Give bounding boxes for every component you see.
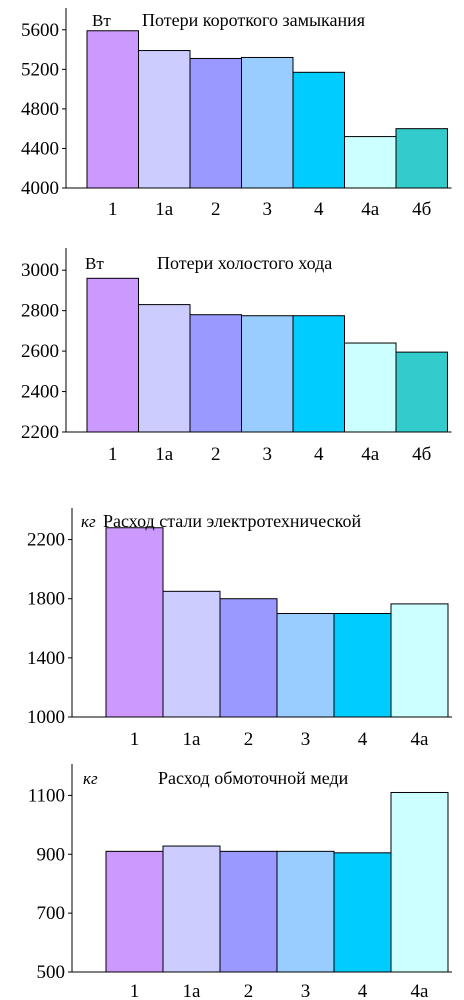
category-label: 1а xyxy=(155,444,174,465)
category-label: 1а xyxy=(155,199,174,220)
bar-3 xyxy=(241,315,294,433)
bar-3 xyxy=(276,613,335,718)
y-tick-label: 2800 xyxy=(21,301,59,322)
y-tick-label: 2400 xyxy=(21,382,59,403)
chart-no-load-losses: 2200 2400 2600 2800 3000 1 1а 2 3 4 4а 4б Вт Потери х… xyxy=(21,248,452,465)
category-label: 1а xyxy=(183,981,202,1000)
bar-3 xyxy=(241,56,294,189)
category-label: 4а xyxy=(411,729,430,750)
bar-1 xyxy=(86,30,139,189)
bar-1 xyxy=(86,277,139,433)
bar-2 xyxy=(219,850,278,973)
y-tick-label: 5600 xyxy=(21,20,59,41)
bar-4б xyxy=(395,128,448,189)
y-tick-label: 2200 xyxy=(21,422,59,443)
unit-label: кг xyxy=(83,769,98,788)
category-label: 1а xyxy=(183,729,202,750)
chart-title: Расход обмоточной меди xyxy=(158,768,349,788)
bar-1а xyxy=(138,304,191,433)
category-label: 1 xyxy=(108,444,118,465)
bar-1а xyxy=(138,50,191,189)
bar-2 xyxy=(189,314,242,433)
bar-1 xyxy=(105,527,164,718)
category-label: 3 xyxy=(301,729,311,750)
y-tick-label: 1400 xyxy=(27,648,65,669)
category-label: 4б xyxy=(412,199,431,220)
category-label: 3 xyxy=(263,444,273,465)
bar-4б xyxy=(395,351,448,433)
bar-1а xyxy=(162,590,221,718)
chart-short-circuit-losses: 4000 4400 4800 5200 5600 1 1а 2 3 4 4а 4б Вт Потери к… xyxy=(21,8,452,220)
category-label: 4а xyxy=(361,444,380,465)
category-label: 2 xyxy=(211,199,221,220)
bar-1а xyxy=(162,845,221,973)
bar-4а xyxy=(344,136,397,189)
category-label: 4 xyxy=(358,981,368,1000)
bar-4а xyxy=(390,603,449,718)
bar-4 xyxy=(333,852,392,973)
unit-label: Вт xyxy=(92,11,111,30)
chart-winding-copper-consumption: 500 700 900 1100 1 1а 2 3 4 4а кг Расход обмоточной… xyxy=(28,764,452,1000)
chart-title: Потери холостого хода xyxy=(157,253,332,273)
category-label: 4а xyxy=(361,199,380,220)
bar-4 xyxy=(292,315,345,433)
category-label: 1 xyxy=(108,199,118,220)
y-tick-label: 4400 xyxy=(21,138,59,159)
y-tick-label: 500 xyxy=(37,962,66,983)
category-label: 4 xyxy=(314,444,324,465)
bar-4а xyxy=(344,342,397,433)
y-tick-label: 4000 xyxy=(21,178,59,199)
y-tick-label: 2200 xyxy=(27,530,65,551)
category-label: 3 xyxy=(301,981,311,1000)
y-tick-label: 4800 xyxy=(21,99,59,120)
bar-2 xyxy=(219,598,278,718)
unit-label: Вт xyxy=(85,254,104,273)
y-tick-label: 1800 xyxy=(27,589,65,610)
category-label: 2 xyxy=(244,729,254,750)
y-tick-label: 3000 xyxy=(21,260,59,281)
unit-label: кг xyxy=(81,512,96,531)
chart-title: Потери короткого замыкания xyxy=(142,10,365,30)
bar-4 xyxy=(292,71,345,189)
y-tick-label: 900 xyxy=(37,844,66,865)
y-tick-label: 1000 xyxy=(27,707,65,728)
bar-4 xyxy=(333,613,392,718)
category-label: 2 xyxy=(244,981,254,1000)
bar-1 xyxy=(105,850,164,973)
category-label: 2 xyxy=(211,444,221,465)
chart-title: Расход стали электротехнической xyxy=(103,511,361,531)
bar-3 xyxy=(276,850,335,973)
category-label: 1 xyxy=(130,729,140,750)
y-tick-label: 700 xyxy=(37,903,66,924)
y-tick-label: 1100 xyxy=(28,785,65,806)
y-tick-label: 2600 xyxy=(21,341,59,362)
category-label: 4 xyxy=(314,199,324,220)
bar-4а xyxy=(390,791,449,973)
category-label: 1 xyxy=(130,981,140,1000)
y-tick-label: 5200 xyxy=(21,59,59,80)
category-label: 4б xyxy=(412,444,431,465)
category-label: 4а xyxy=(411,981,430,1000)
category-label: 3 xyxy=(263,199,273,220)
bar-2 xyxy=(189,57,242,189)
category-label: 4 xyxy=(358,729,368,750)
chart-electrical-steel-consumption: 1000 1400 1800 2200 1 1а 2 3 4 4а кг Расход стали э… xyxy=(27,508,452,750)
